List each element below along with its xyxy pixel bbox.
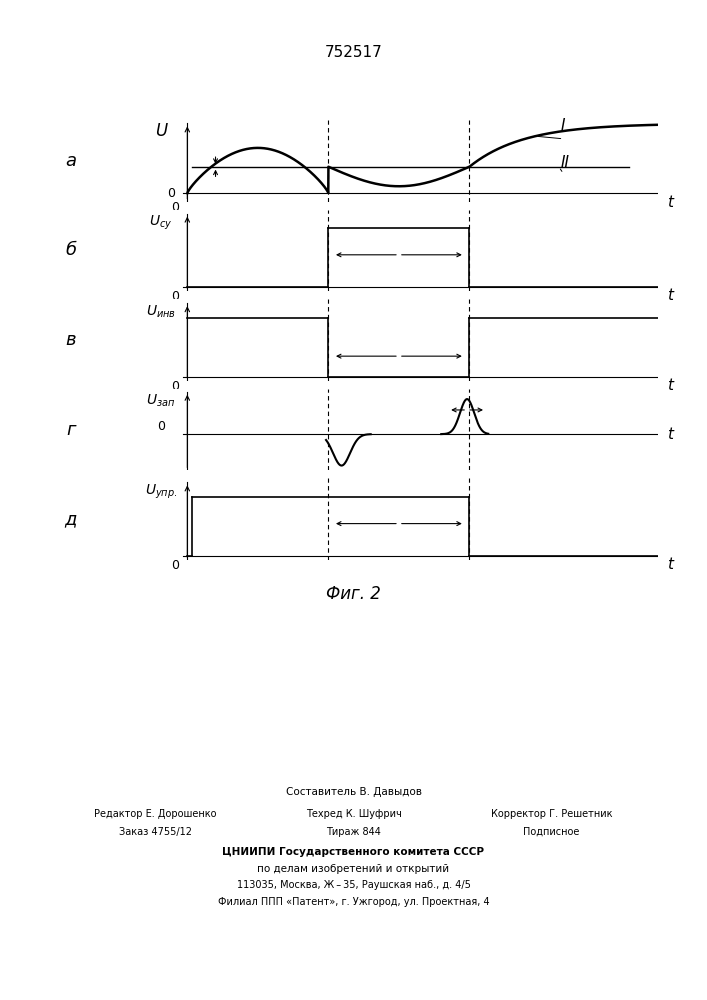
Text: Фиг. 2: Фиг. 2 [326,585,381,603]
Text: t: t [667,557,673,572]
Text: Редактор Е. Дорошенко: Редактор Е. Дорошенко [94,809,217,819]
Text: в: в [65,331,76,349]
Text: 0: 0 [172,290,180,303]
Text: $U_{зап}$: $U_{зап}$ [146,393,176,409]
Text: 0: 0 [168,187,175,200]
Text: t: t [667,288,673,303]
Text: 0: 0 [172,380,180,393]
Text: 113035, Москва, Ж – 35, Раушская наб., д. 4/5: 113035, Москва, Ж – 35, Раушская наб., д… [237,880,470,890]
Text: Составитель В. Давыдов: Составитель В. Давыдов [286,787,421,797]
Text: 0: 0 [157,420,165,433]
Text: U: U [155,122,167,140]
Text: Подписное: Подписное [523,827,580,837]
Text: д: д [64,510,77,528]
Text: 0: 0 [172,201,180,214]
Text: 752517: 752517 [325,45,382,60]
Text: I: I [561,118,565,133]
Text: 0: 0 [172,559,180,572]
Text: t: t [667,378,673,393]
Text: а: а [65,152,76,170]
Text: ЦНИИПИ Государственного комитета СССР: ЦНИИПИ Государственного комитета СССР [223,847,484,857]
Text: t: t [667,195,673,210]
Text: б: б [65,241,76,259]
Text: Филиал ППП «Патент», г. Ужгород, ул. Проектная, 4: Филиал ППП «Патент», г. Ужгород, ул. Про… [218,897,489,907]
Text: г: г [66,421,76,439]
Text: $U_{су}$: $U_{су}$ [149,214,173,232]
Text: II: II [561,155,570,170]
Text: $U_{упр.}$: $U_{упр.}$ [145,482,177,501]
Text: t: t [667,427,673,442]
Text: Техред К. Шуфрич: Техред К. Шуфрич [305,809,402,819]
Text: $U_{инв}$: $U_{инв}$ [146,303,176,320]
Text: Заказ 4755/12: Заказ 4755/12 [119,827,192,837]
Text: Корректор Г. Решетник: Корректор Г. Решетник [491,809,612,819]
Text: Тираж 844: Тираж 844 [326,827,381,837]
Text: по делам изобретений и открытий: по делам изобретений и открытий [257,864,450,874]
